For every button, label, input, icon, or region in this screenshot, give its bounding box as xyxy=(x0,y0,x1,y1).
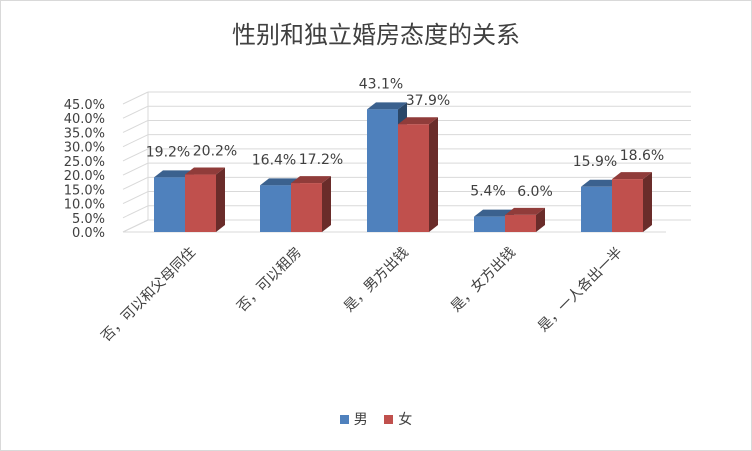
bar-front xyxy=(398,124,429,232)
x-axis: 否，可以和父母同住 否，可以租房 是，男方出钱 是，女方出钱 是，一人各出一半 xyxy=(98,244,625,345)
x-tick-label: 是，一人各出一半 xyxy=(535,245,626,336)
bar-side xyxy=(216,167,225,232)
x-tick-label: 是，男方出钱 xyxy=(341,245,412,316)
bar-top xyxy=(185,167,225,175)
bar-front xyxy=(291,183,322,232)
legend-label-male: 男 xyxy=(353,412,368,428)
y-tick-label: 30.0% xyxy=(64,141,105,156)
data-label: 19.2% xyxy=(146,144,190,160)
legend-item-male: 男 xyxy=(339,409,368,429)
data-label: 6.0% xyxy=(517,184,553,200)
chart-title: 性别和独立婚房态度的关系 xyxy=(232,21,520,49)
gridline-diagonal xyxy=(122,119,149,133)
bar-top xyxy=(260,178,300,186)
bar-front xyxy=(505,214,536,232)
gridline-diagonal xyxy=(122,162,149,176)
y-tick-label: 35.0% xyxy=(64,126,105,141)
y-axis: 0.0%5.0%10.0%15.0%20.0%25.0%30.0%35.0%40… xyxy=(64,98,105,241)
bar-top xyxy=(367,102,407,110)
gridline-diagonal xyxy=(122,205,149,219)
bar-side xyxy=(536,207,545,232)
data-label: 20.2% xyxy=(193,144,237,160)
y-tick-label: 25.0% xyxy=(64,155,105,170)
bar xyxy=(398,117,438,232)
bar-front xyxy=(581,186,612,232)
y-tick-label: 40.0% xyxy=(64,112,105,127)
bar-top xyxy=(474,209,514,217)
y-tick-label: 10.0% xyxy=(64,198,105,213)
bar-top xyxy=(581,179,621,187)
bar xyxy=(291,176,331,232)
data-label: 43.1% xyxy=(359,76,403,92)
y-tick-label: 20.0% xyxy=(64,169,105,184)
data-label: 15.9% xyxy=(573,154,617,170)
bar-front xyxy=(367,109,398,232)
bar-front xyxy=(474,216,505,232)
data-label: 17.2% xyxy=(299,152,343,168)
bar-top xyxy=(154,170,194,178)
bars xyxy=(154,102,652,232)
gridline-diagonal xyxy=(122,91,149,105)
bar-top xyxy=(505,207,545,215)
gridline-diagonal xyxy=(122,219,149,233)
legend-item-female: 女 xyxy=(384,409,412,429)
y-tick-label: 45.0% xyxy=(64,98,105,113)
x-tick-label: 否，可以和父母同住 xyxy=(98,245,198,345)
bar-side xyxy=(429,117,438,232)
gridline-diagonal xyxy=(122,105,149,119)
bar-front xyxy=(612,179,643,232)
bar xyxy=(505,207,545,232)
data-label: 5.4% xyxy=(470,184,506,200)
bar-side xyxy=(643,172,652,232)
bar xyxy=(185,167,225,232)
data-label: 18.6% xyxy=(620,148,664,164)
bar-front xyxy=(260,185,291,232)
bar-top xyxy=(398,117,438,125)
data-labels: 19.2% 20.2% 16.4% 17.2% 43.1%37.9% 5.4% 6.0% 15… xyxy=(146,76,664,200)
gridline-diagonal xyxy=(122,176,149,190)
x-tick-label: 否，可以租房 xyxy=(234,245,305,316)
bar-top xyxy=(612,172,652,180)
legend-swatch-male xyxy=(339,415,349,424)
gridline-diagonal xyxy=(122,191,149,205)
data-label: 37.9% xyxy=(406,93,450,109)
bar-top xyxy=(291,176,331,184)
legend-label-female: 女 xyxy=(398,412,413,428)
gridline-diagonal xyxy=(122,134,149,148)
y-tick-label: 5.0% xyxy=(72,212,105,227)
x-tick-label: 是，女方出钱 xyxy=(447,244,518,315)
legend: 男 女 xyxy=(1,409,751,429)
data-label: 16.4% xyxy=(252,152,296,168)
bar-side xyxy=(322,176,331,232)
bar-front xyxy=(154,177,185,232)
y-tick-label: 15.0% xyxy=(64,183,105,198)
bar xyxy=(612,172,652,232)
legend-swatch-female xyxy=(384,415,394,424)
bar-front xyxy=(185,174,216,232)
gridline-diagonal xyxy=(122,148,149,162)
y-tick-label: 0.0% xyxy=(72,226,105,241)
